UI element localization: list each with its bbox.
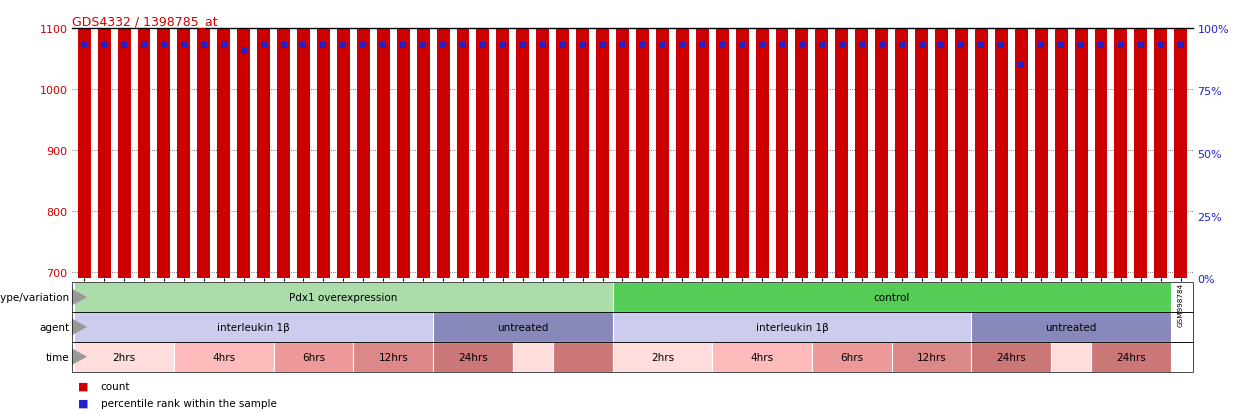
Text: 24hrs: 24hrs [458,352,488,362]
Bar [517,0,529,278]
Bar [955,0,967,278]
Bar [1015,0,1027,278]
Bar [776,0,788,278]
Bar [238,0,250,278]
Bar [576,0,589,278]
Bar [975,0,987,278]
Bar [915,0,928,278]
Bar [875,0,888,278]
Bar [855,0,868,278]
Text: Pdx1 overexpression: Pdx1 overexpression [289,292,397,302]
Text: untreated: untreated [1046,322,1097,332]
Bar [935,0,947,278]
Bar [77,0,91,278]
Bar [1055,0,1068,278]
Text: count: count [101,381,131,391]
Bar [796,0,808,278]
Text: agent: agent [40,322,70,332]
Bar [477,0,489,278]
Bar [298,0,310,278]
Text: untreated: untreated [497,322,549,332]
Bar [596,0,609,278]
Text: 4hrs: 4hrs [751,352,773,362]
Bar [1174,0,1188,278]
Bar [636,0,649,278]
Text: 2hrs: 2hrs [651,352,674,362]
Bar [117,0,131,278]
Bar [616,0,629,278]
Text: 24hrs: 24hrs [996,352,1026,362]
Bar [337,0,350,278]
Bar [656,0,669,278]
Bar [1094,0,1108,278]
Bar [676,0,688,278]
Bar [815,0,828,278]
Bar [895,0,908,278]
Bar [995,0,1007,278]
Bar [696,0,708,278]
Text: 4hrs: 4hrs [212,352,235,362]
Bar [457,0,469,278]
Bar [177,0,190,278]
Bar [497,0,509,278]
Text: ■: ■ [78,398,88,408]
Bar [278,0,290,278]
Text: 2hrs: 2hrs [112,352,136,362]
Text: control: control [874,292,910,302]
Bar [1035,0,1047,278]
Bar [357,0,370,278]
Text: 24hrs: 24hrs [1116,352,1145,362]
Bar [736,0,748,278]
Text: 6hrs: 6hrs [840,352,863,362]
Bar [417,0,430,278]
Bar [1154,0,1168,278]
Bar [1114,0,1128,278]
Bar [1134,0,1148,278]
Bar [258,0,270,278]
Text: interleukin 1β: interleukin 1β [218,322,290,332]
Text: 12hrs: 12hrs [378,352,408,362]
Bar [197,0,210,278]
Bar [218,0,230,278]
Text: percentile rank within the sample: percentile rank within the sample [101,398,276,408]
Bar [557,0,569,278]
Bar [835,0,848,278]
Bar [97,0,111,278]
Text: genotype/variation: genotype/variation [0,292,70,302]
Bar [1074,0,1088,278]
Bar [157,0,171,278]
Text: ■: ■ [78,381,88,391]
Text: 6hrs: 6hrs [301,352,325,362]
Text: 12hrs: 12hrs [916,352,946,362]
Text: GDS4332 / 1398785_at: GDS4332 / 1398785_at [72,15,218,28]
Bar [317,0,330,278]
Bar [537,0,549,278]
Text: interleukin 1β: interleukin 1β [756,322,828,332]
Bar [756,0,768,278]
Bar [137,0,151,278]
Bar [377,0,390,278]
Text: time: time [46,352,70,362]
Bar [437,0,449,278]
Bar [716,0,728,278]
Bar [397,0,410,278]
